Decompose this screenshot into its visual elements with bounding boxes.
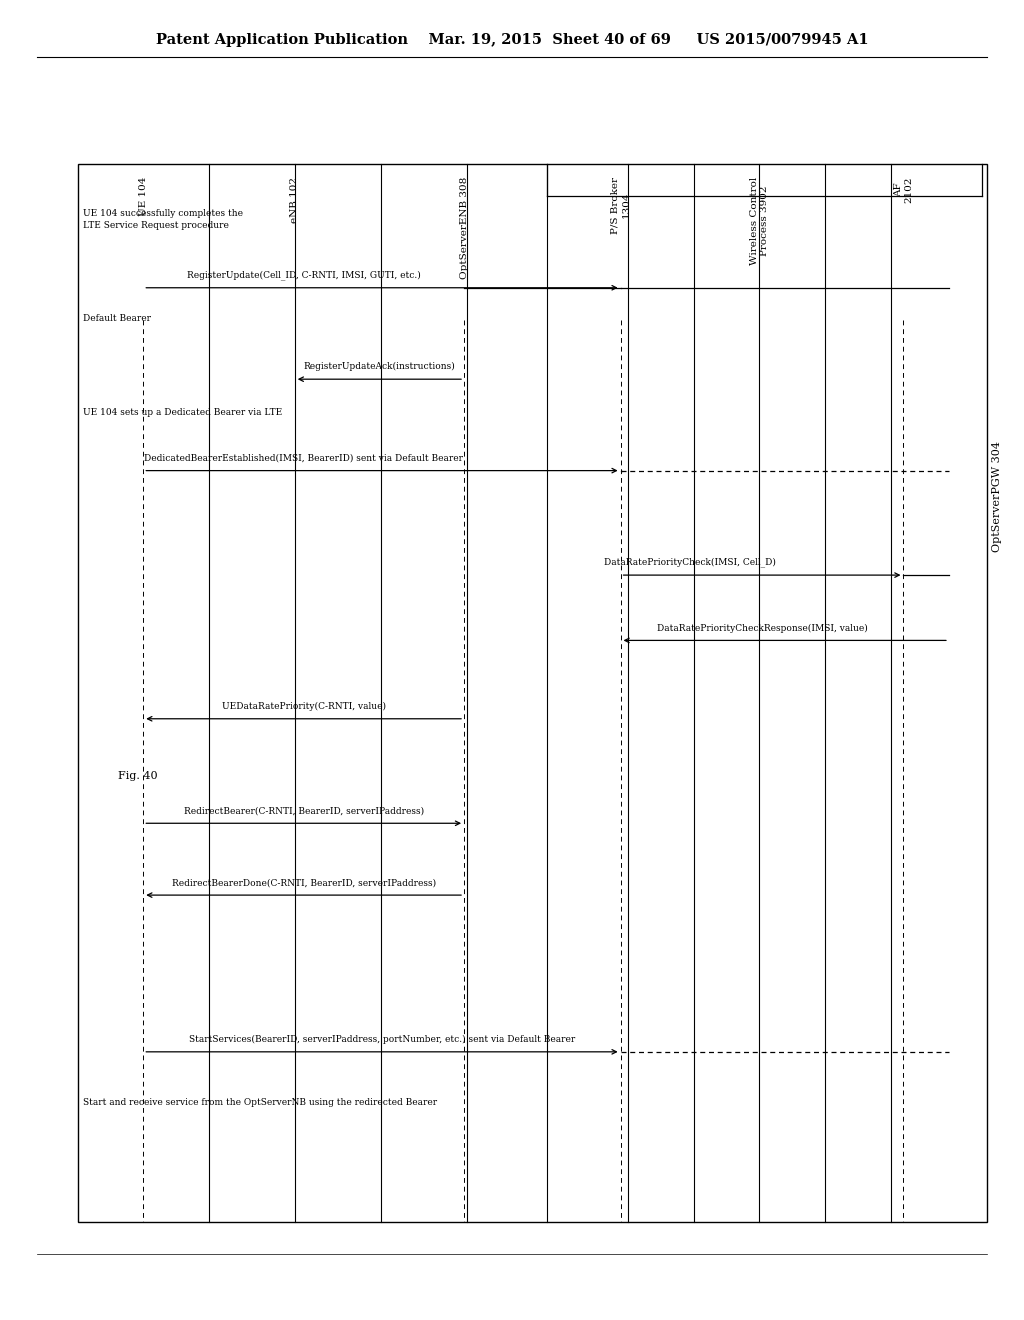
Text: DataRatePriorityCheck(IMSI, Cell_D): DataRatePriorityCheck(IMSI, Cell_D) bbox=[604, 557, 776, 568]
Text: RegisterUpdate(Cell_ID, C-RNTI, IMSI, GUTI, etc.): RegisterUpdate(Cell_ID, C-RNTI, IMSI, GU… bbox=[186, 271, 421, 280]
Text: DataRatePriorityCheckResponse(IMSI, value): DataRatePriorityCheckResponse(IMSI, valu… bbox=[656, 623, 867, 632]
Text: UE 104 sets up a Dedicated Bearer via LTE: UE 104 sets up a Dedicated Bearer via LT… bbox=[83, 408, 282, 417]
Text: Fig. 40: Fig. 40 bbox=[118, 771, 158, 781]
Text: OptServerENB 308: OptServerENB 308 bbox=[460, 177, 469, 279]
Text: RedirectBearerDone(C-RNTI, BearerID, serverIPaddress): RedirectBearerDone(C-RNTI, BearerID, ser… bbox=[172, 878, 436, 887]
Text: DedicatedBearerEstablished(IMSI, BearerID) sent via Default Bearer: DedicatedBearerEstablished(IMSI, BearerI… bbox=[144, 454, 463, 463]
Text: eNB 102: eNB 102 bbox=[291, 177, 299, 223]
Text: Wireless Control
Process 3902: Wireless Control Process 3902 bbox=[750, 177, 769, 265]
Text: RegisterUpdateAck(instructions): RegisterUpdateAck(instructions) bbox=[303, 362, 456, 371]
Text: Default Bearer: Default Bearer bbox=[83, 314, 151, 323]
Text: UEDataRatePriority(C-RNTI, value): UEDataRatePriority(C-RNTI, value) bbox=[221, 702, 386, 711]
Text: OptServerPGW 304: OptServerPGW 304 bbox=[992, 441, 1001, 552]
Text: Start and receive service from the OptServerNB using the redirected Bearer: Start and receive service from the OptSe… bbox=[83, 1097, 437, 1106]
Bar bbox=[78, 164, 987, 1221]
Text: Patent Application Publication    Mar. 19, 2015  Sheet 40 of 69     US 2015/0079: Patent Application Publication Mar. 19, … bbox=[156, 33, 868, 46]
Text: RedirectBearer(C-RNTI, BearerID, serverIPaddress): RedirectBearer(C-RNTI, BearerID, serverI… bbox=[183, 807, 424, 816]
Text: P/S Broker
1304: P/S Broker 1304 bbox=[611, 177, 631, 234]
Text: StartServices(BearerID, serverIPaddress, portNumber, etc.) sent via Default Bear: StartServices(BearerID, serverIPaddress,… bbox=[188, 1035, 575, 1044]
Text: UE 104: UE 104 bbox=[139, 177, 147, 216]
Text: AF
2102: AF 2102 bbox=[894, 177, 913, 203]
Text: UE 104 successfully completes the
LTE Service Request procedure: UE 104 successfully completes the LTE Se… bbox=[83, 210, 243, 230]
